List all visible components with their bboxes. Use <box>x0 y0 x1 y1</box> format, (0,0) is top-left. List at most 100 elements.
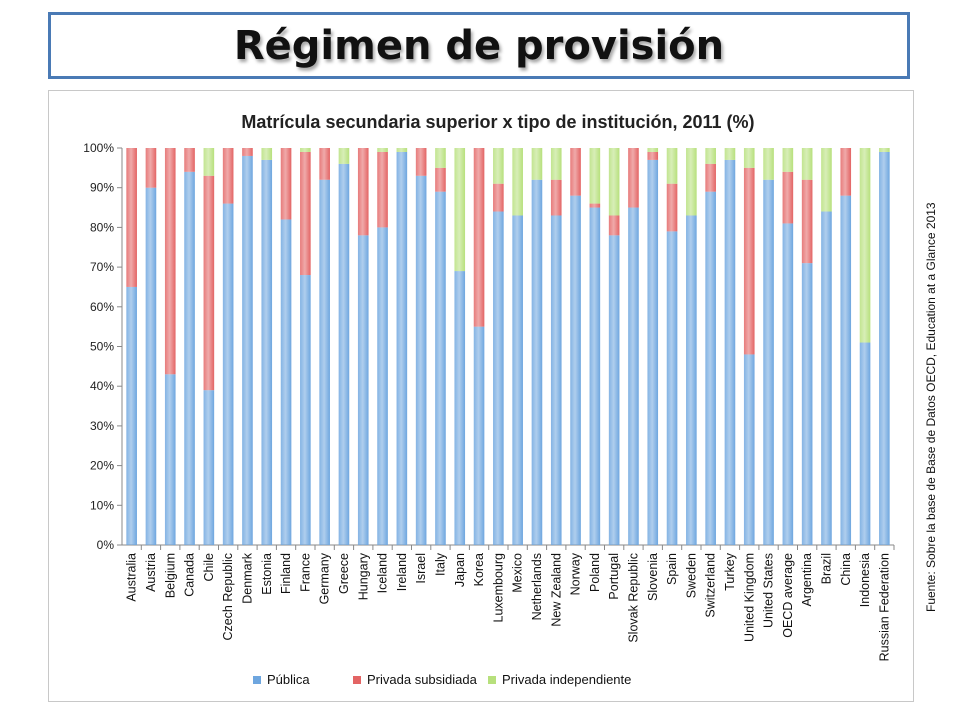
bar-segment <box>261 148 273 160</box>
bar-segment <box>531 179 543 545</box>
y-tick-label: 30% <box>90 419 114 433</box>
x-tick-label: Australia <box>125 553 139 602</box>
x-tick-label: Portugal <box>607 553 621 600</box>
legend-label: Pública <box>267 672 310 687</box>
x-tick-label: Chile <box>202 553 216 582</box>
bar-segment <box>589 203 601 208</box>
bar-segment <box>357 235 369 545</box>
bar-segment <box>377 151 388 228</box>
slide-title-box: Régimen de provisión <box>48 12 910 79</box>
bar-segment <box>126 148 137 287</box>
x-tick-label: Denmark <box>240 552 254 603</box>
bar-segment <box>145 148 157 188</box>
source-note: Fuente: Sobre la base de Base de Datos O… <box>924 202 938 612</box>
x-tick-label: New Zealand <box>549 553 563 627</box>
x-tick-label: Norway <box>569 552 583 595</box>
bar-segment <box>493 211 504 545</box>
bar-segment <box>300 151 311 276</box>
bar-segment <box>801 179 813 264</box>
bar-segment <box>686 148 697 216</box>
bar-segment <box>473 326 485 545</box>
bar-segment <box>396 151 408 545</box>
x-tick-label: Spain <box>665 553 679 585</box>
x-tick-label: Israel <box>414 553 428 584</box>
bar-segment <box>743 148 755 168</box>
y-tick-label: 60% <box>90 300 114 314</box>
bar-segment <box>879 151 890 545</box>
bar-segment <box>319 179 330 545</box>
x-tick-label: Switzerland <box>704 553 718 618</box>
bar-segment <box>879 148 890 152</box>
x-tick-label: Argentina <box>800 553 814 607</box>
bar-segment <box>666 231 678 545</box>
bar-segment <box>357 148 369 236</box>
bar-segment <box>512 148 523 216</box>
x-tick-label: Ireland <box>395 553 409 591</box>
y-tick-label: 50% <box>90 340 114 354</box>
bar-segment <box>203 148 215 176</box>
bar-segment <box>763 148 774 180</box>
bar-segment <box>782 171 794 224</box>
x-tick-label: Russian Federation <box>877 553 891 661</box>
bar-segment <box>705 163 716 192</box>
x-tick-label: Iceland <box>376 553 390 593</box>
x-tick-label: United States <box>762 553 776 628</box>
bar-segment <box>840 148 852 196</box>
bar-segment <box>782 148 794 172</box>
y-tick-label: 20% <box>90 459 114 473</box>
bar-segment <box>493 183 504 212</box>
bar-segment <box>686 215 697 545</box>
bar-segment <box>415 148 427 176</box>
bar-segment <box>261 159 273 545</box>
bar-segment <box>550 148 562 180</box>
bar-segment <box>840 195 852 545</box>
x-tick-label: Luxembourg <box>491 553 505 623</box>
bar-segment <box>435 167 446 192</box>
bar-segment <box>473 148 485 327</box>
bar-segment <box>512 215 523 545</box>
x-tick-label: Slovak Republic <box>626 553 640 643</box>
legend-swatch <box>488 676 496 684</box>
x-tick-label: France <box>298 553 312 592</box>
bar-segment <box>608 235 620 545</box>
bar-segment <box>550 215 562 545</box>
bar-segment <box>145 187 157 545</box>
bar-segment <box>319 148 330 180</box>
bar-segment <box>454 271 466 545</box>
x-tick-label: Poland <box>588 553 602 592</box>
x-tick-label: Hungary <box>356 552 370 600</box>
bar-segment <box>647 148 659 152</box>
legend-label: Privada independiente <box>502 672 631 687</box>
y-tick-label: 80% <box>90 220 114 234</box>
bar-segment <box>338 148 350 164</box>
x-tick-label: Czech Republic <box>221 553 235 641</box>
x-tick-label: Greece <box>337 553 351 594</box>
bar-segment <box>377 148 388 152</box>
x-tick-label: Netherlands <box>530 553 544 620</box>
bar-segment <box>801 263 813 545</box>
bar-segment <box>454 148 466 272</box>
legend-swatch <box>353 676 361 684</box>
x-tick-label: Estonia <box>260 553 274 595</box>
bar-segment <box>570 195 581 545</box>
bar-segment <box>821 211 832 545</box>
bar-segment <box>724 159 736 545</box>
bar-segment <box>628 148 639 208</box>
x-tick-label: Finland <box>279 553 293 594</box>
legend-label: Privada subsidiada <box>367 672 478 687</box>
bar-segment <box>666 148 678 184</box>
legend-swatch <box>253 676 261 684</box>
bar-segment <box>184 171 195 545</box>
y-tick-label: 40% <box>90 379 114 393</box>
x-tick-label: Japan <box>453 553 467 587</box>
bar-segment <box>300 275 311 545</box>
x-tick-label: Slovenia <box>646 553 660 601</box>
bar-segment <box>608 148 620 216</box>
bar-segment <box>550 179 562 216</box>
bar-segment <box>300 148 311 152</box>
bar-segment <box>242 155 253 545</box>
bar-segment <box>608 215 620 236</box>
bar-segment <box>435 148 446 168</box>
slide-title: Régimen de provisión <box>233 22 725 69</box>
bar-segment <box>570 148 581 196</box>
